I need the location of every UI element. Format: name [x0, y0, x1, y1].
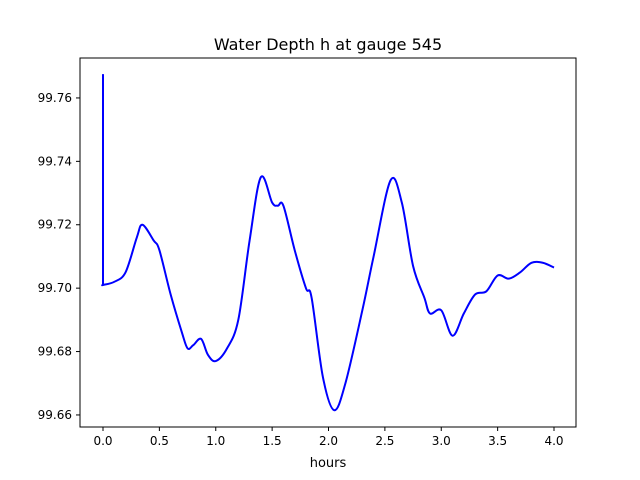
- x-tick-label: 3.0: [432, 434, 451, 448]
- y-tick-label: 99.68: [38, 345, 72, 359]
- x-tick-label: 0.5: [150, 434, 169, 448]
- x-tick-label: 1.5: [263, 434, 282, 448]
- chart-title: Water Depth h at gauge 545: [214, 35, 442, 54]
- x-tick-label: 2.5: [375, 434, 394, 448]
- y-tick-label: 99.66: [38, 408, 72, 422]
- y-tick-label: 99.72: [38, 218, 72, 232]
- x-tick-label: 1.0: [206, 434, 225, 448]
- x-axis-label: hours: [310, 456, 347, 471]
- y-tick-label: 99.76: [38, 91, 72, 105]
- x-tick-label: 4.0: [544, 434, 563, 448]
- x-tick-label: 3.5: [488, 434, 507, 448]
- series-line-h: [101, 74, 555, 412]
- plot-area-frame: [79, 57, 577, 428]
- x-tick-label: 0.0: [93, 434, 112, 448]
- x-tick-label: 2.0: [319, 434, 338, 448]
- y-tick-label: 99.70: [38, 281, 72, 295]
- y-tick-label: 99.74: [38, 154, 72, 168]
